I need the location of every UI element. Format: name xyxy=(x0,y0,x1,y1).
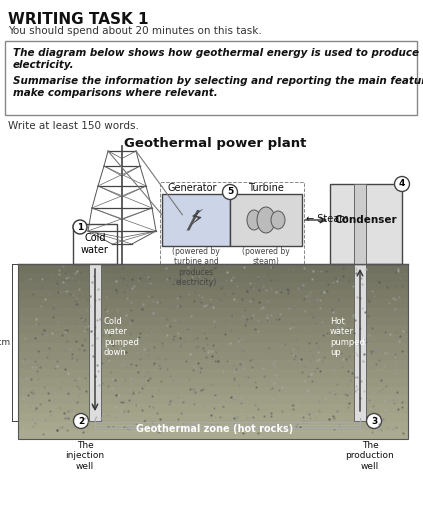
Text: Cold
water: Cold water xyxy=(81,233,109,255)
Text: Geothermal power plant: Geothermal power plant xyxy=(124,137,306,150)
Text: Turbine: Turbine xyxy=(248,183,284,193)
Bar xyxy=(160,182,304,264)
Circle shape xyxy=(74,414,88,429)
Bar xyxy=(18,395,408,404)
Circle shape xyxy=(73,220,87,234)
Bar xyxy=(89,264,101,421)
Bar xyxy=(18,430,408,439)
Bar xyxy=(18,377,408,387)
Ellipse shape xyxy=(271,211,285,229)
Circle shape xyxy=(366,414,382,429)
Circle shape xyxy=(222,184,237,200)
Bar xyxy=(18,272,408,282)
Text: The diagram below shows how geothermal energy is used to produce: The diagram below shows how geothermal e… xyxy=(13,48,419,58)
Text: ← Steam: ← Steam xyxy=(306,214,349,224)
Bar xyxy=(18,333,408,343)
Bar xyxy=(18,360,408,369)
Text: 1: 1 xyxy=(77,223,83,231)
Ellipse shape xyxy=(247,210,261,230)
Bar xyxy=(18,316,408,325)
Text: electricity.: electricity. xyxy=(13,60,74,70)
Bar xyxy=(330,184,402,264)
Circle shape xyxy=(395,177,409,191)
Bar xyxy=(18,412,408,421)
Bar xyxy=(18,342,408,352)
Text: (powered by
steam): (powered by steam) xyxy=(242,247,290,266)
Bar xyxy=(18,281,408,290)
Bar xyxy=(354,184,366,264)
Text: You should spend about 20 minutes on this task.: You should spend about 20 minutes on thi… xyxy=(8,26,262,36)
Bar xyxy=(18,264,408,273)
Text: 5: 5 xyxy=(227,187,233,197)
Bar xyxy=(18,403,408,413)
FancyBboxPatch shape xyxy=(5,41,417,115)
Text: 2: 2 xyxy=(78,416,84,425)
Bar xyxy=(18,290,408,299)
Text: /: / xyxy=(188,208,197,232)
Text: Condenser: Condenser xyxy=(335,215,397,225)
Bar xyxy=(18,421,408,430)
Text: Summarise the information by selecting and reporting the main features, and: Summarise the information by selecting a… xyxy=(13,76,423,86)
Bar xyxy=(354,264,366,421)
Text: Cold
water
pumped
down: Cold water pumped down xyxy=(104,317,139,357)
Text: ⚡: ⚡ xyxy=(188,210,204,230)
Text: 4: 4 xyxy=(399,180,405,188)
Text: WRITING TASK 1: WRITING TASK 1 xyxy=(8,12,148,27)
Bar xyxy=(18,307,408,316)
Text: make comparisons where relevant.: make comparisons where relevant. xyxy=(13,88,218,98)
Bar xyxy=(18,298,408,308)
Text: Generator: Generator xyxy=(168,183,217,193)
Bar xyxy=(73,224,117,264)
Bar xyxy=(162,194,230,246)
Bar xyxy=(18,351,408,360)
Text: 4.5 km: 4.5 km xyxy=(0,338,10,347)
Text: 3: 3 xyxy=(371,416,377,425)
Bar xyxy=(18,264,408,439)
Bar xyxy=(18,325,408,334)
Ellipse shape xyxy=(257,207,275,233)
Text: (powered by
turbine and
produces
electricity): (powered by turbine and produces electri… xyxy=(172,247,220,287)
Bar xyxy=(230,194,302,246)
Text: The
production
well: The production well xyxy=(346,441,394,471)
Bar xyxy=(18,369,408,378)
Text: Write at least 150 words.: Write at least 150 words. xyxy=(8,121,139,131)
Text: Geothermal zone (hot rocks): Geothermal zone (hot rocks) xyxy=(136,424,294,434)
Text: Hot
water
pumped
up: Hot water pumped up xyxy=(330,317,365,357)
Text: The
injection
well: The injection well xyxy=(66,441,104,471)
Bar xyxy=(18,386,408,395)
